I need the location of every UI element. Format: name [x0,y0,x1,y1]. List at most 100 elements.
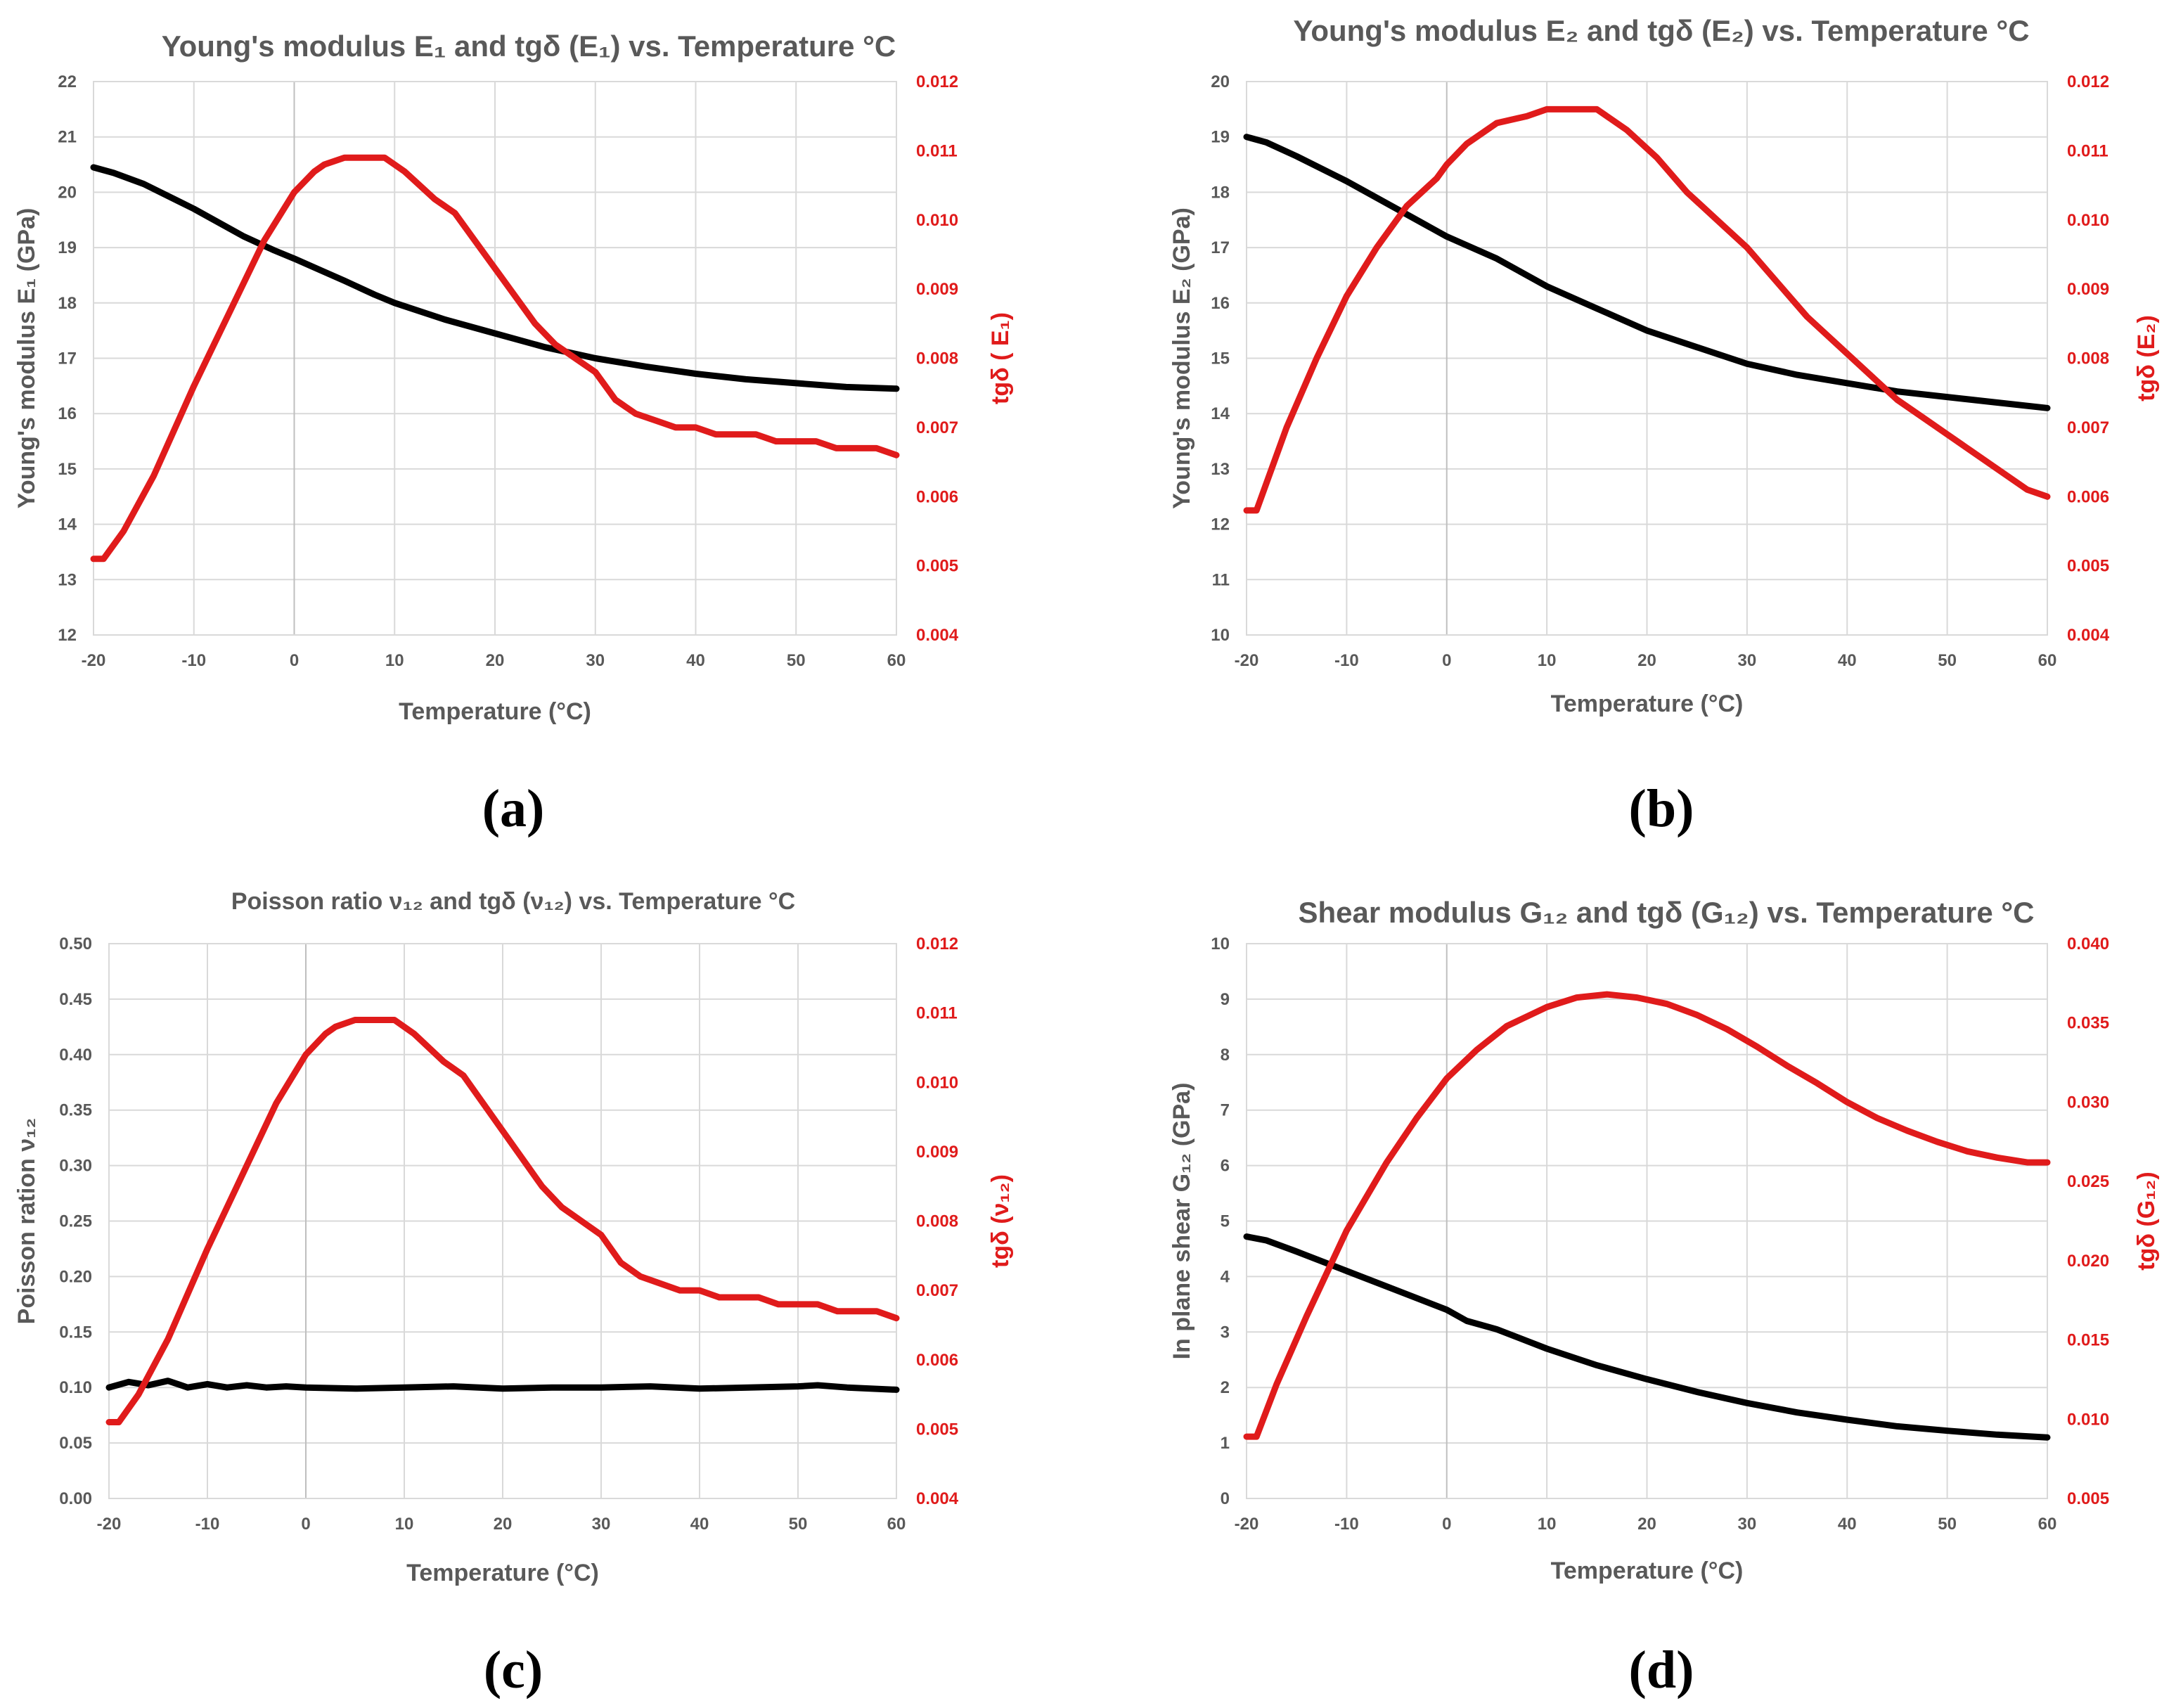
y-axis-label: Poisson ration ν₁₂ [13,1118,40,1325]
y2-tick-label: 0.006 [916,487,958,506]
x-tick-label: 10 [395,1515,414,1534]
chart-panel-c: 0.00 0.05 0.10 0.15 0.20 0.25 0.30 0.35 0.40 0.45… [13,888,1014,1700]
y-tick-label: 18 [1211,183,1230,202]
y2-tick-label: 0.004 [916,1489,959,1508]
x-tick-label: 60 [2038,1515,2057,1534]
x-tick-label: -10 [1334,651,1359,670]
y2-tick-label: 0.012 [916,72,958,91]
x-tick-label: 30 [586,651,605,670]
x-tick-label: 30 [1738,1515,1757,1534]
y2-tick-label: 0.011 [2067,141,2109,160]
y-tick-label: 0 [1221,1489,1230,1508]
y-tick-label: 1 [1221,1434,1230,1453]
chart-title: Young's modulus E₁ and tgδ (E₁) vs. Temp… [162,30,896,63]
y-tick-label: 15 [1211,349,1230,368]
y-tick-label: 17 [1211,238,1230,257]
y-tick-label: 10 [1211,935,1230,953]
panel-label: (b) [1629,779,1694,838]
y-axis-label: Young's modulus E₂ (GPa) [1169,207,1195,509]
y2-axis-label: tgδ (E₂) [2133,315,2160,402]
plot-frame [1246,81,2048,636]
x-tick-label: -20 [1235,651,1259,670]
y2-tick-label: 0.040 [2067,935,2109,953]
y-tick-label: 22 [58,72,77,91]
y-tick-label: 7 [1221,1101,1230,1120]
plot-frame [93,81,897,636]
y-tick-label: 4 [1221,1267,1230,1286]
y2-axis-label: tgδ (ν₁₂) [987,1174,1014,1268]
y2-tick-label: 0.010 [2067,211,2109,230]
y2-tick-label: 0.009 [916,280,958,299]
y2-tick-label: 0.020 [2067,1252,2109,1271]
y-tick-label: 16 [1211,294,1230,313]
y-tick-label: 13 [58,570,77,589]
series-line-tgdelta: tgδ (E2) [1243,105,2051,514]
y-tick-label: 10 [1211,626,1230,645]
gridlines [93,81,897,636]
x-tick-label: 40 [1838,651,1857,670]
y-tick-label: 12 [1211,515,1230,534]
x-tick-label: -10 [1334,1515,1359,1534]
x-axis-label: Temperature (°C) [406,1560,599,1586]
y-tick-label: 0.30 [59,1157,92,1176]
x-tick-label: 20 [494,1515,513,1534]
x-tick-label: 30 [592,1515,611,1534]
y2-tick-label: 0.015 [2067,1331,2109,1350]
x-tick-label: 60 [887,651,906,670]
y2-tick-label: 0.009 [2067,280,2109,299]
y2-tick-label: 0.005 [2067,1489,2109,1508]
y2-tick-label: 0.005 [916,1420,958,1439]
y-tick-label: 2 [1221,1378,1230,1397]
x-tick-label: 10 [385,651,404,670]
y2-tick-label: 0.005 [2067,557,2109,576]
x-axis-label: Temperature (°C) [399,698,591,725]
series-line-modulus: Poisson ratio v12 [105,1378,900,1393]
y2-tick-label: 0.004 [916,626,959,645]
y2-tick-label: 0.008 [916,349,958,368]
series-line-modulus: In plane shear G12 [1243,1233,2051,1441]
x-axis-label: Temperature (°C) [1551,691,1744,717]
y-tick-label: 0.40 [59,1046,92,1065]
x-tick-label: 50 [1938,1515,1957,1534]
y-tick-label: 0.00 [59,1489,92,1508]
y2-tick-label: 0.035 [2067,1014,2109,1033]
y-tick-label: 14 [1211,404,1230,423]
chart-title: Young's modulus E₂ and tgδ (E₂) vs. Temp… [1293,14,2029,47]
y-tick-label: 19 [1211,128,1230,147]
x-tick-label: 60 [2038,651,2057,670]
x-tick-label: 30 [1738,651,1757,670]
x-tick-label: 40 [686,651,705,670]
x-tick-label: 40 [690,1515,709,1534]
x-tick-label: 60 [887,1515,906,1534]
y2-tick-label: 0.007 [2067,418,2109,437]
x-tick-label: 0 [290,651,299,670]
panel-label: (a) [482,779,545,838]
y2-tick-label: 0.025 [2067,1172,2109,1191]
plot-frame [108,943,897,1499]
y-tick-label: 20 [1211,72,1230,91]
series-line-tgdelta: tgδ (G12) [1243,991,2051,1440]
x-tick-label: 50 [1938,651,1957,670]
gridlines [108,943,897,1499]
y2-tick-label: 0.011 [916,1004,958,1023]
x-tick-label: 20 [486,651,505,670]
x-tick-label: 50 [787,651,806,670]
series-line-tgdelta: tgδ (v12) [105,1017,900,1425]
y-tick-label: 0.05 [59,1434,92,1453]
y-axis-label: In plane shear G₁₂ (GPa) [1169,1083,1195,1360]
y-tick-label: 11 [1212,570,1230,589]
y-tick-label: 15 [58,460,77,479]
y2-tick-label: 0.006 [916,1351,958,1370]
series-line-modulus: Young's modulus E2 [1243,134,2051,411]
y2-tick-label: 0.010 [2067,1410,2109,1429]
chart-panel-a: 12 13 14 15 16 17 18 19 20 21 22 0.004 0.005 0.006 0.0… [13,30,1014,838]
gridlines [1246,81,2048,636]
x-tick-label: 50 [789,1515,808,1534]
chart-title: Shear modulus G₁₂ and tgδ (G₁₂) vs. Temp… [1298,896,2034,929]
y-tick-label: 20 [58,183,77,202]
chart-panel-b: 10 11 12 13 14 15 16 17 18 19 20 0.004 0.005 0.006 0.0… [1169,14,2160,838]
y-tick-label: 0.45 [59,990,92,1009]
y-tick-label: 0.10 [59,1378,92,1397]
y-tick-label: 9 [1221,990,1230,1009]
